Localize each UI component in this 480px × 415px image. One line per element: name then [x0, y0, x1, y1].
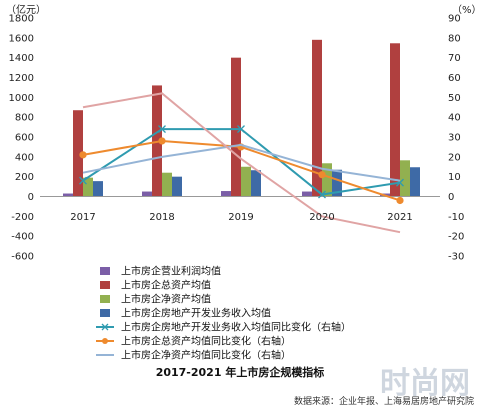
bar-2-1: [162, 172, 172, 197]
left-axis-tick-label: 600: [15, 133, 34, 144]
chart-source: 数据来源：企业年报、上海易居房地产研究院: [294, 395, 474, 407]
legend-label-0: 上市房企营业利润均值: [121, 265, 221, 278]
right-axis-tick-label: 20: [448, 152, 461, 163]
bar-2-4: [400, 160, 410, 197]
bar-0-2: [221, 191, 231, 197]
x-axis-ticks: 2017 2018 2019 2020 2021: [70, 212, 412, 223]
watermark: 时尚网: [380, 366, 470, 401]
chart-title: 2017-2021 年上市房企规模指标: [156, 365, 325, 379]
right-axis-tick-label: -30: [448, 252, 464, 263]
legend-label-2: 上市房企净资产均值: [121, 293, 211, 306]
right-axis-unit: （%）: [452, 4, 480, 16]
left-axis-tick-label: 1400: [9, 53, 34, 64]
line-series-6: [82, 143, 401, 182]
x-axis-tick-label: 2021: [387, 212, 412, 223]
legend-label-4: 上市房企房地产开发业务收入均值同比变化（右轴）: [121, 321, 351, 334]
left-axis-unit: （亿元）: [6, 3, 46, 16]
x-axis-tick-label: 2019: [228, 212, 253, 223]
left-axis-tick-label: 200: [15, 172, 34, 183]
left-axis-tick-label: 1600: [9, 33, 34, 44]
legend-label-5: 上市房企总资产均值同比变化（右轴）: [121, 335, 291, 348]
legend: 上市房企营业利润均值上市房企总资产均值上市房企净资产均值上市房企房地产开发业务收…: [96, 265, 351, 362]
bar-3-1: [172, 176, 182, 197]
legend-label-6: 上市房企净资产均值同比变化（右轴）: [121, 349, 291, 362]
left-axis-tick-label: -400: [11, 232, 34, 243]
line-point-4-1: [158, 125, 166, 134]
left-axis-tick-label: -200: [11, 212, 34, 223]
bar-3-4: [410, 167, 420, 197]
right-axis-tick-label: 60: [448, 73, 461, 84]
right-axis-tick-label: 30: [448, 133, 461, 144]
line-series: [79, 92, 404, 234]
right-axis-tick-label: 0: [448, 192, 454, 203]
left-axis-tick-label: 400: [15, 152, 34, 163]
bar-0-1: [142, 191, 152, 197]
left-axis-tick-label: 1000: [9, 93, 34, 104]
bar-1-0: [73, 110, 83, 197]
right-axis-ticks: -30 -20 -10 0 10 20 30 40 50 60 70 80 90: [448, 14, 464, 263]
legend-label-1: 上市房企总资产均值: [121, 279, 211, 292]
right-axis-tick-label: 50: [448, 93, 461, 104]
legend-swatch-3: [100, 309, 110, 317]
left-axis-tick-label: 800: [15, 113, 34, 124]
legend-marker-4: [101, 323, 109, 331]
bar-1-3: [312, 39, 322, 197]
line-point-5-1: [158, 137, 166, 145]
left-axis-ticks: -600 -400 -200 0 200 400 600 800 1000 1200 1400 160…: [9, 14, 34, 263]
right-axis-tick-label: 80: [448, 33, 461, 44]
legend-marker-5: [102, 338, 108, 344]
line-point-5-4: [396, 196, 404, 205]
right-axis-tick-label: -10: [448, 212, 464, 223]
bar-1-4: [390, 43, 400, 197]
x-axis-tick-label: 2017: [70, 212, 95, 223]
x-axis-tick-label: 2018: [149, 212, 174, 223]
left-axis-tick-label: 1800: [9, 14, 34, 25]
line-series-7: [82, 92, 401, 234]
x-axis-tick-label: 2020: [309, 212, 334, 223]
bar-2-3: [322, 163, 332, 197]
bar-3-3: [332, 169, 342, 197]
legend-swatch-0: [100, 267, 110, 275]
legend-swatch-2: [100, 295, 110, 303]
bar-3-0: [93, 181, 103, 197]
right-axis-tick-label: 70: [448, 53, 461, 64]
bar-2-0: [83, 177, 93, 197]
left-axis-tick-label: 0: [28, 192, 34, 203]
left-axis-tick-label: -600: [11, 252, 34, 263]
line-point-4-2: [237, 125, 245, 134]
right-axis-tick-label: 90: [448, 14, 461, 25]
legend-label-3: 上市房企房地产开发业务收入均值: [121, 307, 271, 320]
right-axis-tick-label: -20: [448, 232, 464, 243]
legend-swatch-1: [100, 281, 110, 289]
left-axis-tick-label: 1200: [9, 73, 34, 84]
line-point-5-3: [318, 171, 326, 179]
bar-series: [63, 39, 420, 197]
line-point-4-3: [318, 190, 326, 199]
right-axis-tick-label: 10: [448, 172, 461, 183]
bar-0-0: [63, 193, 73, 197]
bar-0-3: [302, 191, 312, 197]
bar-2-2: [241, 166, 251, 197]
bar-3-2: [251, 170, 261, 197]
right-axis-tick-label: 40: [448, 113, 461, 124]
line-point-5-0: [79, 151, 87, 159]
line-point-4-0: [79, 176, 87, 185]
bar-1-2: [231, 57, 241, 197]
